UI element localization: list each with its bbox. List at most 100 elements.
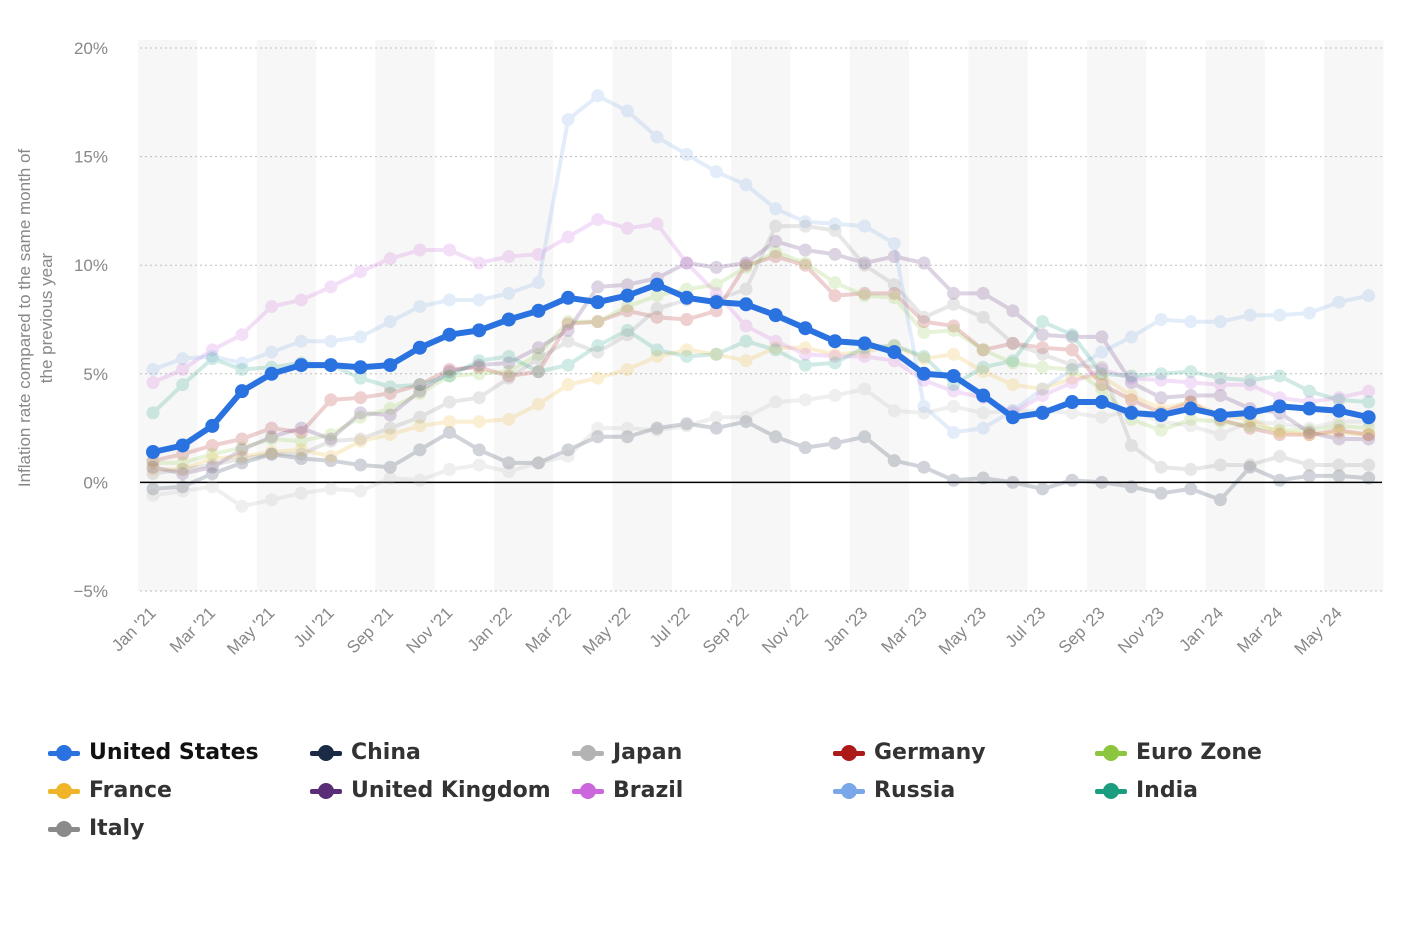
data-point[interactable]	[1065, 395, 1080, 410]
data-point[interactable]	[709, 347, 723, 361]
data-point[interactable]	[591, 315, 605, 329]
data-point[interactable]	[620, 104, 634, 118]
data-point[interactable]	[1006, 304, 1020, 318]
data-point[interactable]	[650, 349, 664, 363]
data-point[interactable]	[205, 447, 219, 461]
data-point[interactable]	[887, 250, 901, 264]
data-point[interactable]	[1065, 362, 1079, 376]
data-point[interactable]	[769, 250, 783, 264]
data-point[interactable]	[976, 343, 990, 357]
series-france[interactable]	[146, 339, 1376, 476]
data-point[interactable]	[383, 408, 397, 422]
data-point[interactable]	[235, 443, 249, 457]
data-point[interactable]	[887, 404, 901, 418]
data-point[interactable]	[769, 234, 783, 248]
data-point[interactable]	[1184, 315, 1198, 329]
data-point[interactable]	[1154, 373, 1168, 387]
data-point[interactable]	[887, 454, 901, 468]
data-point[interactable]	[1362, 289, 1376, 303]
data-point[interactable]	[176, 462, 190, 476]
data-point[interactable]	[354, 434, 368, 448]
data-point[interactable]	[976, 360, 990, 374]
data-point[interactable]	[1272, 399, 1287, 414]
data-point[interactable]	[1065, 371, 1079, 385]
data-point[interactable]	[205, 467, 219, 481]
data-point[interactable]	[1302, 469, 1316, 483]
data-point[interactable]	[828, 289, 842, 303]
data-point[interactable]	[1035, 405, 1050, 420]
data-point[interactable]	[591, 280, 605, 294]
data-point[interactable]	[650, 289, 664, 303]
data-point[interactable]	[1243, 419, 1257, 433]
data-point[interactable]	[205, 460, 219, 474]
data-point[interactable]	[502, 286, 516, 300]
data-point[interactable]	[443, 462, 456, 476]
data-point[interactable]	[1361, 410, 1376, 425]
data-point[interactable]	[146, 406, 160, 420]
data-point[interactable]	[354, 432, 368, 446]
data-point[interactable]	[502, 349, 516, 363]
data-point[interactable]	[443, 395, 456, 409]
data-point[interactable]	[502, 412, 516, 426]
data-point[interactable]	[739, 354, 753, 368]
data-point[interactable]	[1095, 367, 1109, 381]
data-point[interactable]	[590, 295, 605, 310]
data-point[interactable]	[947, 399, 961, 413]
data-point[interactable]	[828, 349, 842, 363]
data-point[interactable]	[531, 341, 545, 355]
data-point[interactable]	[472, 293, 486, 307]
data-point[interactable]	[294, 425, 308, 439]
data-point[interactable]	[561, 290, 576, 305]
data-point[interactable]	[591, 89, 605, 103]
data-point[interactable]	[620, 328, 634, 342]
data-point[interactable]	[769, 395, 783, 409]
data-point[interactable]	[1302, 425, 1316, 439]
data-point[interactable]	[1036, 482, 1049, 496]
data-point[interactable]	[709, 421, 723, 435]
data-point[interactable]	[1243, 421, 1257, 435]
data-point[interactable]	[1124, 371, 1138, 385]
data-point[interactable]	[1362, 395, 1376, 409]
data-point[interactable]	[769, 343, 783, 357]
data-point[interactable]	[294, 447, 308, 461]
data-point[interactable]	[858, 349, 872, 363]
data-point[interactable]	[1154, 486, 1168, 500]
data-point[interactable]	[620, 430, 634, 444]
data-point[interactable]	[1213, 378, 1227, 392]
data-point[interactable]	[1124, 393, 1138, 407]
data-point[interactable]	[264, 366, 279, 381]
data-point[interactable]	[472, 367, 486, 381]
data-point[interactable]	[769, 430, 783, 444]
data-point[interactable]	[472, 443, 486, 457]
series-china[interactable]	[146, 415, 1376, 507]
data-point[interactable]	[1006, 475, 1020, 489]
data-point[interactable]	[976, 388, 991, 403]
data-point[interactable]	[1095, 475, 1109, 489]
data-point[interactable]	[976, 286, 990, 300]
data-point[interactable]	[324, 280, 338, 294]
data-point[interactable]	[591, 339, 605, 353]
data-point[interactable]	[1332, 391, 1346, 405]
legend-item-italy[interactable]: Italy	[48, 816, 144, 841]
data-point[interactable]	[234, 384, 249, 399]
data-point[interactable]	[413, 243, 427, 257]
data-point[interactable]	[235, 441, 249, 455]
data-point[interactable]	[828, 217, 842, 231]
series-russia[interactable]	[146, 89, 1376, 439]
data-point[interactable]	[1154, 367, 1168, 381]
data-point[interactable]	[769, 219, 783, 233]
data-point[interactable]	[591, 345, 605, 359]
data-point[interactable]	[1124, 438, 1138, 452]
data-point[interactable]	[354, 330, 368, 344]
data-point[interactable]	[828, 389, 842, 403]
data-point[interactable]	[1095, 410, 1109, 424]
data-point[interactable]	[1036, 347, 1049, 361]
data-point[interactable]	[354, 406, 368, 420]
data-point[interactable]	[1006, 336, 1020, 350]
data-point[interactable]	[265, 345, 279, 359]
data-point[interactable]	[591, 213, 605, 227]
data-point[interactable]	[739, 319, 753, 333]
data-point[interactable]	[798, 393, 812, 407]
data-point[interactable]	[265, 447, 279, 461]
data-point[interactable]	[620, 304, 634, 318]
